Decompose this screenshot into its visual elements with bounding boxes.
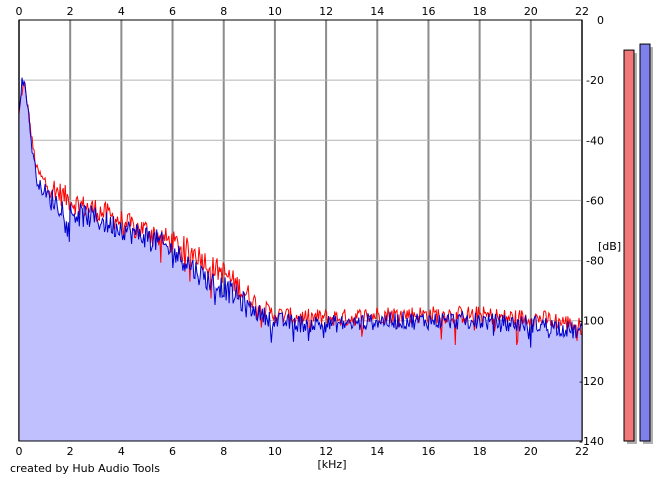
y-tick-label: -120 xyxy=(579,375,604,388)
y-tick-label: -60 xyxy=(586,194,604,207)
x-tick-label-top: 2 xyxy=(67,5,74,18)
series-layer xyxy=(18,77,583,348)
y-axis-label: [dB] xyxy=(598,240,621,253)
series-line-2 xyxy=(18,77,583,348)
x-tick-label-top: 20 xyxy=(524,5,538,18)
y-tick-label: -20 xyxy=(586,74,604,87)
x-tick-label-bottom: 14 xyxy=(370,445,384,458)
level-meters xyxy=(623,43,653,445)
x-tick-labels-top: 0 2 4 6 8 10 12 14 16 18 20 22 xyxy=(16,5,590,18)
y-tick-label: -140 xyxy=(579,435,604,448)
x-tick-label-bottom: 4 xyxy=(118,445,125,458)
x-tick-label-bottom: 8 xyxy=(220,445,227,458)
x-tick-label-top: 22 xyxy=(575,5,589,18)
y-tick-label: -80 xyxy=(586,255,604,268)
x-tick-label-bottom: 22 xyxy=(575,445,589,458)
x-tick-label-top: 4 xyxy=(118,5,125,18)
x-tick-label-bottom: 20 xyxy=(524,445,538,458)
y-tick-labels: 0 -20 -40 -60 -80 -100 -120 -140 xyxy=(579,14,604,448)
x-tick-label-top: 10 xyxy=(268,5,282,18)
x-tick-label-top: 12 xyxy=(319,5,333,18)
level-meter-2 xyxy=(639,43,651,442)
x-tick-label-top: 14 xyxy=(370,5,384,18)
x-tick-label-top: 8 xyxy=(220,5,227,18)
y-tick-label: -100 xyxy=(579,315,604,328)
x-axis-label: [kHz] xyxy=(318,458,347,471)
x-tick-label-bottom: 18 xyxy=(473,445,487,458)
x-tick-label-bottom: 12 xyxy=(319,445,333,458)
x-tick-label-top: 16 xyxy=(421,5,435,18)
x-tick-label-top: 6 xyxy=(169,5,176,18)
x-tick-label-bottom: 2 xyxy=(67,445,74,458)
y-tick-label: 0 xyxy=(597,14,604,27)
plot-border xyxy=(18,19,583,442)
x-tick-label-top: 0 xyxy=(16,5,23,18)
level-meter-1 xyxy=(623,49,635,442)
x-tick-label-top: 18 xyxy=(473,5,487,18)
x-tick-label-bottom: 0 xyxy=(16,445,23,458)
credit-text: created by Hub Audio Tools xyxy=(10,462,160,475)
x-tick-labels-bottom: 0 2 4 6 8 10 12 14 16 18 20 22 xyxy=(16,445,590,458)
y-tick-label: -40 xyxy=(586,134,604,147)
x-tick-label-bottom: 16 xyxy=(421,445,435,458)
spectrum-fill-area xyxy=(19,77,582,441)
series-line-1 xyxy=(18,81,583,346)
x-tick-label-bottom: 10 xyxy=(268,445,282,458)
x-tick-label-bottom: 6 xyxy=(169,445,176,458)
